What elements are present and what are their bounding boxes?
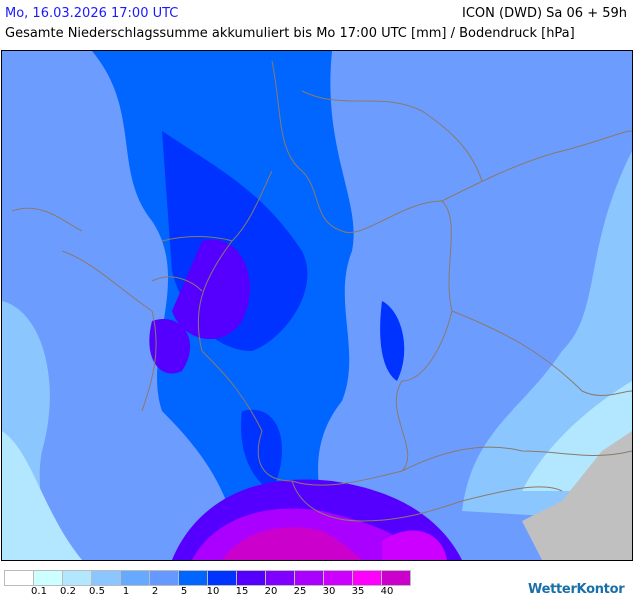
legend-swatch (382, 571, 410, 585)
legend-label: 5 (180, 586, 188, 597)
legend-label: 2 (151, 586, 159, 597)
forecast-date: Mo, 16.03.2026 17:00 UTC (5, 6, 179, 21)
precip-moderate (92, 51, 405, 560)
precip-light-west (2, 301, 82, 560)
outside-domain (522, 431, 632, 560)
legend-label: 0.1 (31, 586, 47, 597)
precipitation-map (1, 50, 633, 561)
legend-swatch (266, 571, 295, 585)
legend-label: 40 (380, 586, 394, 597)
precipitation-field (2, 51, 632, 560)
legend-label: 0.2 (60, 586, 76, 597)
legend-swatch (324, 571, 353, 585)
legend-swatch (295, 571, 324, 585)
legend-swatch (34, 571, 63, 585)
legend-label: 15 (235, 586, 249, 597)
legend-label: 35 (351, 586, 365, 597)
legend-swatch (150, 571, 179, 585)
color-legend (4, 570, 411, 586)
legend-label: 25 (293, 586, 307, 597)
model-run: ICON (DWD) Sa 06 + 59h (462, 6, 627, 21)
wetterkontor-logo: WetterKontor (528, 582, 625, 597)
country-borders (11, 60, 632, 522)
map-subtitle: Gesamte Niederschlagssumme akkumuliert b… (5, 26, 575, 41)
legend-swatch (5, 571, 34, 585)
precip-heavy-alps (172, 479, 462, 560)
legend-swatch (92, 571, 121, 585)
legend-swatch (63, 571, 92, 585)
legend-swatch (121, 571, 150, 585)
precip-light-east (462, 151, 632, 560)
legend-label: 30 (322, 586, 336, 597)
legend-swatch (353, 571, 382, 585)
legend-swatch (179, 571, 208, 585)
legend-label: 0.5 (89, 586, 105, 597)
legend-swatch (208, 571, 237, 585)
legend-swatch (237, 571, 266, 585)
legend-label: 10 (206, 586, 220, 597)
legend-label: 1 (122, 586, 130, 597)
legend-label: 20 (264, 586, 278, 597)
